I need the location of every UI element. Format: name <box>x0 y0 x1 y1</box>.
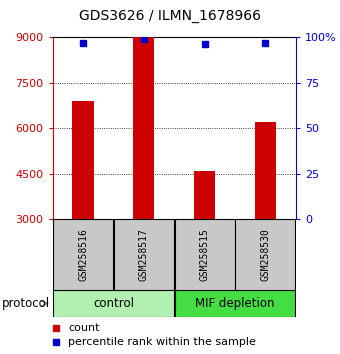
Bar <box>255 122 276 219</box>
FancyBboxPatch shape <box>53 290 174 317</box>
FancyBboxPatch shape <box>174 290 295 317</box>
Text: percentile rank within the sample: percentile rank within the sample <box>68 337 256 347</box>
Text: protocol: protocol <box>2 297 50 310</box>
Text: MIF depletion: MIF depletion <box>195 297 275 310</box>
Text: GSM258515: GSM258515 <box>200 228 210 281</box>
FancyBboxPatch shape <box>174 219 235 290</box>
FancyBboxPatch shape <box>114 219 174 290</box>
Text: control: control <box>93 297 134 310</box>
Bar <box>72 101 94 219</box>
Text: count: count <box>68 322 100 332</box>
FancyBboxPatch shape <box>53 219 113 290</box>
FancyBboxPatch shape <box>235 219 295 290</box>
Bar <box>133 37 154 219</box>
Text: GSM258516: GSM258516 <box>78 228 88 281</box>
Text: GDS3626 / ILMN_1678966: GDS3626 / ILMN_1678966 <box>79 9 261 23</box>
Bar <box>194 171 215 219</box>
Text: GSM258517: GSM258517 <box>139 228 149 281</box>
Text: GSM258530: GSM258530 <box>260 228 270 281</box>
